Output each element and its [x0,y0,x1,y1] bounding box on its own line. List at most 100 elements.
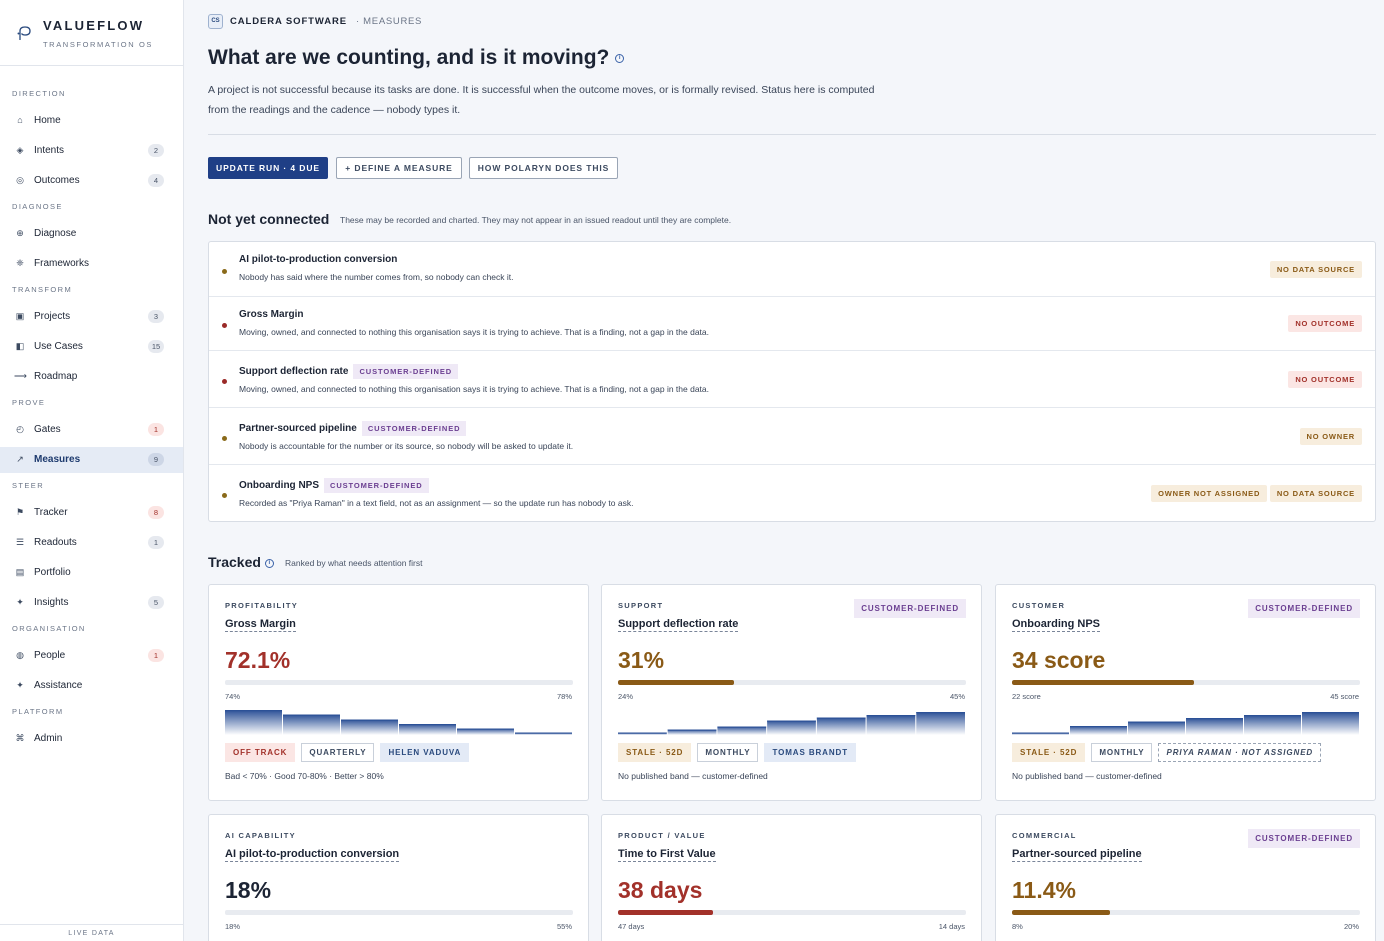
nav-section-heading: TRANSFORM [12,285,73,294]
range-low-label: 8% [1012,922,1023,931]
not-connected-list: AI pilot-to-production conversion Nobody … [208,241,1376,522]
sidebar-item-home[interactable]: ⌂ Home [0,108,183,134]
sparkline-bar [225,710,282,735]
sidebar-item-count: 4 [148,174,164,187]
measure-card[interactable]: PRODUCT / VALUE Time to First Value 38 day… [601,814,982,941]
sidebar-item-projects[interactable]: ▣ Projects 3 [0,304,183,330]
not-connected-row[interactable]: Gross Margin Moving, owned, and connected… [209,297,1375,351]
sparkline-bar-cap [667,729,717,731]
sidebar-item-people[interactable]: ◍ People 1 [0,643,183,669]
measure-name-link[interactable]: Time to First Value [618,848,716,862]
measure-name-link[interactable]: Onboarding NPS [1012,618,1100,632]
sparkline-bar [341,719,398,735]
not-connected-row[interactable]: Support deflection rate CUSTOMER-DEFINED M… [209,351,1375,408]
status-chip: MONTHLY [697,743,759,762]
sidebar-item-label: Admin [34,733,63,744]
customer-defined-tag: CUSTOMER-DEFINED [361,421,467,436]
sparkline-bar [399,724,456,735]
measure-name[interactable]: Support deflection rate CUSTOMER-DEFINED [239,364,459,379]
sidebar-item-portfolio[interactable]: ▤ Portfolio [0,560,183,586]
measure-name-link[interactable]: Partner-sourced pipeline [1012,848,1142,862]
measure-card[interactable]: AI CAPABILITY AI pilot-to-production conv… [208,814,589,941]
sparkline-bar-cap [717,726,767,728]
measure-value: 72.1% [225,647,291,673]
page-description: A project is not successful because its … [208,84,875,116]
roadmap-icon: ⟶ [14,371,27,381]
measure-name-link[interactable]: Support deflection rate [618,618,739,632]
band-note: No published band — customer-defined [618,771,768,781]
sparkline-bar [457,728,514,735]
assistance-icon: ✦ [16,680,24,690]
issue-flag-badge: NO OUTCOME [1288,370,1362,388]
measure-name[interactable]: Onboarding NPS CUSTOMER-DEFINED [239,478,429,493]
customer-defined-tag: CUSTOMER-DEFINED [1248,599,1360,618]
status-dot-icon [222,323,227,328]
sidebar-item-roadmap[interactable]: ⟶ Roadmap [0,364,183,390]
tracked-title: Tracked i [208,554,274,570]
measure-name-link[interactable]: Gross Margin [225,618,296,632]
sidebar-item-frameworks[interactable]: ❈ Frameworks [0,251,183,277]
sidebar-item-label: Tracker [34,507,68,518]
sidebar-item-tracker[interactable]: ⚑ Tracker 8 [0,500,183,526]
status-dot-icon [222,378,227,384]
info-icon[interactable]: i [615,53,625,63]
sparkline-bar-cap [283,714,340,716]
tracked-info-icon[interactable]: i [264,558,274,568]
brand[interactable]: VALUEFLOW TRANSFORMATION OS [16,16,184,66]
sidebar-item-insights[interactable]: ✦ Insights 5 [0,590,183,616]
sidebar-item-label: Diagnose [34,228,77,239]
how-it-works-button[interactable]: HOW POLARYN DOES THIS [469,157,618,179]
not-connected-row[interactable]: Partner-sourced pipeline CUSTOMER-DEFINED… [209,408,1375,465]
brand-name: VALUEFLOW [43,18,145,33]
measure-card[interactable]: COMMERCIAL CUSTOMER-DEFINED Partner-source… [995,814,1376,941]
sidebar-item-readouts[interactable]: ☰ Readouts 1 [0,530,183,556]
org-badge[interactable]: CS [208,13,223,29]
progress-fill [1012,910,1111,915]
sidebar-item-use-cases[interactable]: ◧ Use Cases 15 [0,334,183,360]
progress-fill [1012,680,1194,685]
sparkline-bar-cap [1070,726,1127,728]
sidebar-item-label: Outcomes [34,175,80,186]
not-connected-row[interactable]: Onboarding NPS CUSTOMER-DEFINED Recorded a… [209,465,1375,522]
sidebar-item-gates[interactable]: ◴ Gates 1 [0,417,183,443]
measure-card[interactable]: SUPPORT CUSTOMER-DEFINED Support deflectio… [601,584,982,801]
progress-track [1012,680,1360,685]
measure-card[interactable]: PROFITABILITY Gross Margin 72.1% 74% 78% OFF … [208,584,589,801]
measure-name-text: Partner-sourced pipeline [239,423,357,435]
progress-track [618,910,966,915]
owner-chip[interactable]: HELEN VADUVA [380,743,470,762]
nav-section-heading: PROVE [12,398,46,407]
owner-chip[interactable]: PRIYA RAMAN · NOT ASSIGNED [1158,743,1322,762]
sidebar-item-assistance[interactable]: ✦ Assistance [0,673,183,699]
owner-chip[interactable]: TOMAS BRANDT [764,743,856,762]
measure-chips: STALE · 52D MONTHLY TOMAS BRANDT [618,743,856,762]
measure-name[interactable]: Gross Margin [239,309,303,320]
home-icon: ⌂ [17,115,23,125]
range-high-label: 20% [1343,922,1359,931]
sidebar-item-label: Roadmap [34,371,78,382]
sparkline-bar [717,726,767,735]
sidebar-item-measures[interactable]: ↗ Measures 9 [0,447,183,473]
progress-fill [618,680,734,685]
intents-icon: ◈ [16,145,24,155]
breadcrumb-org[interactable]: CALDERA SOFTWARE [230,15,347,27]
sparkline-bar-cap [1128,721,1185,723]
measure-name[interactable]: Partner-sourced pipeline CUSTOMER-DEFINED [239,421,467,436]
sidebar-item-label: Insights [34,597,69,608]
define-measure-button[interactable]: + DEFINE A MEASURE [336,157,462,179]
sidebar-item-outcomes[interactable]: ◎ Outcomes 4 [0,168,183,194]
measure-name-link[interactable]: AI pilot-to-production conversion [225,848,400,862]
sparkline-bar-cap [816,717,866,719]
tracked-subtitle: Ranked by what needs attention first [285,558,423,568]
measure-card[interactable]: CUSTOMER CUSTOMER-DEFINED Onboarding NPS 34… [995,584,1376,801]
progress-track [1012,910,1360,915]
measure-name[interactable]: AI pilot-to-production conversion [239,254,397,265]
sidebar-item-intents[interactable]: ◈ Intents 2 [0,138,183,164]
measure-issue-description: Nobody has said where the number comes f… [239,272,514,282]
sidebar-item-diagnose[interactable]: ⊕ Diagnose [0,221,183,247]
not-connected-row[interactable]: AI pilot-to-production conversion Nobody … [209,242,1375,297]
update-run-button[interactable]: UPDATE RUN · 4 DUE [208,157,328,179]
sidebar-item-admin[interactable]: ⌘ Admin [0,726,183,752]
brand-subtitle: TRANSFORMATION OS [43,40,153,49]
customer-defined-tag: CUSTOMER-DEFINED [353,364,459,379]
